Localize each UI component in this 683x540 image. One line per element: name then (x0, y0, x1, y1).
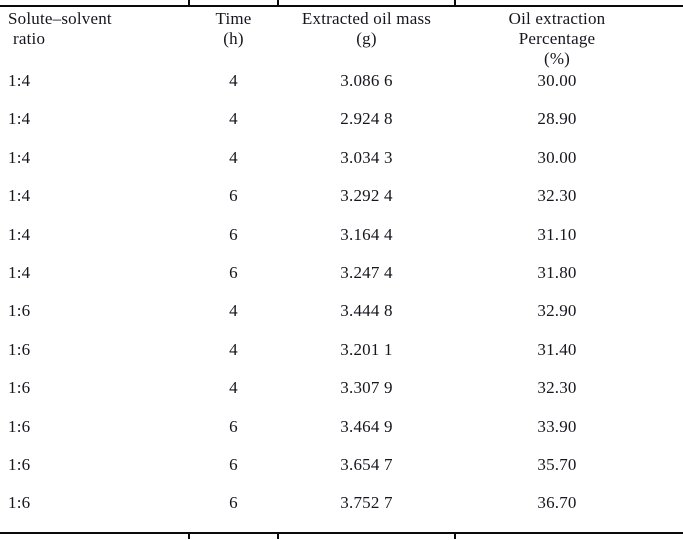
cell-mass: 3.247 4 (340, 262, 393, 282)
column-divider-tick (454, 534, 456, 539)
header-line: Extracted oil mass (301, 9, 432, 28)
cell-time: 4 (229, 301, 238, 321)
cell-mass: 3.752 7 (340, 493, 393, 513)
cell-time: 4 (229, 109, 238, 129)
header-line: Time (215, 9, 252, 28)
cell-mass: 3.164 4 (340, 224, 393, 244)
table-body: 1:4 4 3.086 6 30.00 1:4 4 2.924 8 28.90 … (0, 69, 683, 530)
cell-ratio: 1:4 (8, 147, 31, 167)
column-divider-tick (277, 0, 279, 5)
cell-mass: 3.464 9 (340, 416, 393, 436)
cell-ratio: 1:4 (8, 262, 31, 282)
column-divider-tick (188, 0, 190, 5)
cell-ratio: 1:4 (8, 224, 31, 244)
cell-time: 6 (229, 454, 238, 474)
table-bottom-rule (0, 532, 683, 534)
cell-mass: 3.292 4 (340, 186, 393, 206)
cell-mass: 2.924 8 (340, 109, 393, 129)
table-top-rule (0, 5, 683, 7)
header-solute-solvent-ratio: Solute–solvent ratio (0, 7, 189, 69)
cell-ratio: 1:6 (8, 416, 31, 436)
cell-ratio: 1:4 (8, 186, 31, 206)
header-oil-extraction-percentage: Oil extraction Percentage (%) (455, 7, 683, 69)
cell-ratio: 1:6 (8, 378, 31, 398)
cell-mass: 3.086 6 (340, 71, 393, 90)
cell-percentage: 32.30 (537, 378, 577, 398)
header-line: Solute–solvent (8, 9, 112, 28)
cell-ratio: 1:6 (8, 493, 31, 513)
cell-percentage: 31.10 (537, 224, 577, 244)
cell-percentage: 30.00 (537, 147, 577, 167)
cell-ratio: 1:6 (8, 339, 31, 359)
cell-time: 4 (229, 378, 238, 398)
cell-mass: 3.654 7 (340, 454, 393, 474)
cell-percentage: 36.70 (537, 493, 577, 513)
column-divider-tick (277, 534, 279, 539)
header-line: (%) (543, 49, 571, 68)
header-line: ratio (13, 29, 46, 48)
cell-percentage: 30.00 (537, 71, 577, 90)
cell-ratio: 1:6 (8, 301, 31, 321)
cell-mass: 3.201 1 (340, 339, 393, 359)
cell-time: 4 (229, 147, 238, 167)
cell-percentage: 28.90 (537, 109, 577, 129)
cell-ratio: 1:4 (8, 109, 31, 129)
cell-ratio: 1:4 (8, 71, 31, 90)
cell-mass: 3.444 8 (340, 301, 393, 321)
header-line: (h) (223, 29, 244, 48)
header-line: Oil extraction (508, 9, 606, 28)
column-divider-tick (188, 534, 190, 539)
table-header-row: Solute–solvent ratio Time (h) Extracted … (0, 7, 683, 69)
cell-ratio: 1:6 (8, 454, 31, 474)
cell-time: 4 (229, 339, 238, 359)
column-divider-tick (454, 0, 456, 5)
header-line: (g) (356, 29, 377, 48)
cell-percentage: 31.80 (537, 262, 577, 282)
cell-percentage: 33.90 (537, 416, 577, 436)
header-line: Percentage (518, 29, 596, 48)
cell-percentage: 35.70 (537, 454, 577, 474)
cell-time: 6 (229, 224, 238, 244)
header-extracted-oil-mass: Extracted oil mass (g) (278, 7, 455, 69)
cell-mass: 3.307 9 (340, 378, 393, 398)
cell-percentage: 32.30 (537, 186, 577, 206)
cell-mass: 3.034 3 (340, 147, 393, 167)
header-time: Time (h) (189, 7, 278, 69)
cell-time: 6 (229, 493, 238, 513)
cell-time: 4 (229, 71, 238, 90)
cell-time: 6 (229, 186, 238, 206)
cell-time: 6 (229, 416, 238, 436)
cell-percentage: 32.90 (537, 301, 577, 321)
cell-time: 6 (229, 262, 238, 282)
cell-percentage: 31.40 (537, 339, 577, 359)
